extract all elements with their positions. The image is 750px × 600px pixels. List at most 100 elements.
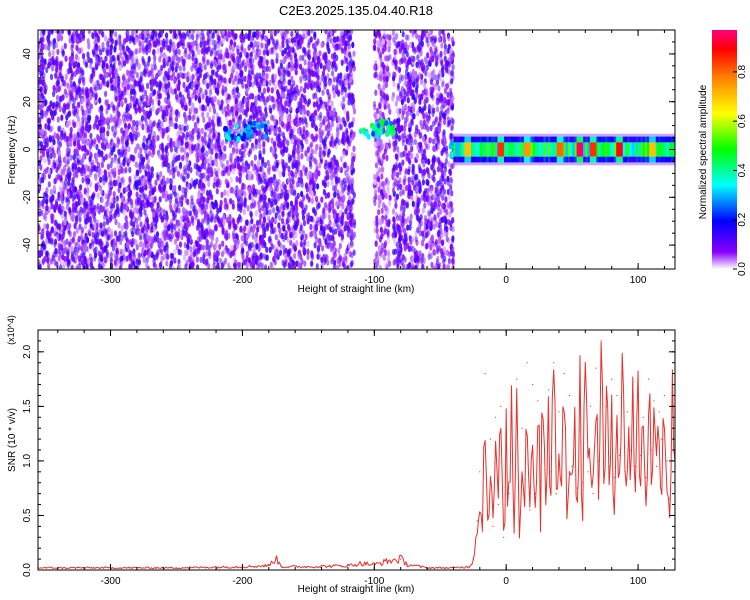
- spectrogram-cell: [340, 30, 344, 38]
- spectrogram-cell: [231, 115, 235, 122]
- spectrogram-cell: [114, 95, 119, 103]
- spectrogram-cell: [151, 188, 155, 196]
- spectrogram-cell: [120, 225, 124, 232]
- spectrogram-cell: [331, 141, 335, 149]
- spectrogram-cell: [342, 102, 346, 109]
- spectrogram-cell: [47, 237, 52, 244]
- spectrogram-cell: [105, 228, 109, 235]
- spectrogram-cell: [145, 162, 149, 170]
- spectrogram-cell: [103, 169, 107, 176]
- spectrogram-cell: [79, 36, 83, 43]
- spectrogram-cell: [68, 110, 72, 117]
- spectrogram-cell: [278, 214, 282, 221]
- spectrogram-cell: [81, 177, 85, 184]
- spectrogram-cell: [254, 237, 258, 244]
- spectrogram-cell: [318, 127, 322, 134]
- spectrogram-cell: [68, 207, 72, 214]
- spectrogram-cell: [51, 39, 55, 46]
- spectrogram-cell: [173, 224, 177, 231]
- spectrogram-cell: [264, 106, 268, 114]
- spectrogram-cell: [197, 49, 201, 56]
- spectrogram-cell: [124, 166, 128, 174]
- spectrogram-cell: [55, 174, 59, 181]
- spectrogram-cell: [70, 70, 75, 78]
- spectrogram-cell: [148, 40, 152, 47]
- spectrogram-cell: [164, 190, 168, 197]
- spectrogram-cell: [96, 203, 100, 210]
- spectrogram-cell: [168, 46, 172, 53]
- spectrogram-cell: [113, 167, 117, 174]
- spectrogram-cell: [170, 120, 174, 127]
- spectrogram-cell: [339, 209, 343, 216]
- spectrogram-cell: [134, 37, 138, 44]
- spectrogram-cell: [182, 230, 186, 237]
- spectrogram-cell: [71, 179, 75, 186]
- spectrogram-cell: [213, 60, 217, 67]
- spectrogram-cell: [185, 210, 190, 217]
- spectrogram-cell: [88, 227, 92, 234]
- spectrogram-cell: [177, 154, 181, 161]
- spectrogram-cell: [224, 257, 228, 264]
- spectrogram-cell: [208, 74, 212, 82]
- spectrogram-cell: [229, 176, 233, 183]
- spectrogram-cell: [47, 168, 51, 175]
- spectrogram-cell: [52, 84, 56, 92]
- spectrogram-cell: [182, 60, 186, 67]
- spectrogram-cell: [120, 48, 124, 56]
- spectrogram-cell: [139, 147, 143, 154]
- spectrogram-cell: [162, 184, 166, 191]
- spectrogram-cell: [120, 167, 124, 174]
- spectrogram-cell: [305, 213, 309, 221]
- spectrogram-cell: [131, 50, 135, 58]
- spectrogram-cell: [202, 105, 206, 112]
- spectrogram-cell: [135, 191, 139, 198]
- spectrogram-cell: [292, 260, 296, 267]
- spectrogram-cell: [110, 38, 115, 45]
- spectrogram-cell: [225, 203, 229, 210]
- spectrogram-cell: [206, 239, 210, 246]
- spectrogram-cell: [106, 163, 110, 171]
- spectrogram-cell: [118, 64, 122, 71]
- spectrogram-cell: [134, 60, 139, 67]
- spectrogram-cell: [228, 220, 232, 227]
- spectrogram-cell: [134, 180, 138, 187]
- spectrogram-cell: [175, 96, 179, 103]
- spectrogram-cell: [242, 142, 246, 149]
- spectrogram-cell: [85, 102, 89, 109]
- spectrogram-cell: [178, 71, 183, 79]
- spectrogram-cell: [58, 203, 62, 211]
- spectrogram-cell: [134, 228, 138, 235]
- spectrogram-cell: [314, 125, 318, 132]
- spectrogram-cell: [99, 73, 104, 81]
- spectrogram-cell: [217, 74, 221, 81]
- spectrogram-cell: [55, 100, 59, 108]
- spectrogram-cell: [300, 117, 304, 124]
- spectrogram-cell: [180, 187, 185, 194]
- spectrogram-cell: [162, 229, 166, 236]
- spectrogram-cell: [225, 116, 229, 123]
- spectrogram-cell: [42, 30, 46, 36]
- spectrogram-cell: [243, 225, 247, 232]
- spectrogram-cell: [114, 31, 118, 38]
- spectrogram-cell: [333, 191, 337, 198]
- spectrogram-cell: [330, 198, 335, 205]
- spectrogram-cell: [231, 163, 235, 170]
- spectrogram-cell: [208, 137, 212, 145]
- spectrogram-cell: [198, 229, 202, 236]
- spectrogram-cell: [190, 143, 194, 150]
- spectrogram-cell: [198, 104, 202, 111]
- spectrogram-cell: [133, 174, 137, 181]
- spectrogram-cell: [222, 213, 226, 221]
- spectrogram-cell: [321, 129, 325, 136]
- spectrogram-cell: [212, 69, 216, 76]
- spectrogram-cell: [203, 64, 207, 71]
- spectrogram-cell: [91, 238, 95, 245]
- spectrogram-cell: [110, 157, 114, 164]
- spectrogram-cell: [159, 187, 163, 194]
- spectrogram-cell: [244, 108, 248, 116]
- spectrogram-cell: [222, 219, 226, 226]
- spectrogram-cell: [157, 99, 161, 107]
- spectrogram-cell: [61, 264, 65, 269]
- spectrogram-cell: [96, 192, 100, 199]
- spectrogram-cell: [98, 119, 102, 127]
